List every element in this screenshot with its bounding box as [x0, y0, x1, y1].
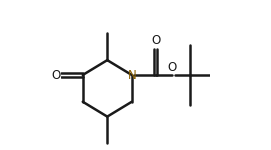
Text: O: O: [167, 60, 176, 74]
Text: N: N: [127, 69, 136, 81]
Text: O: O: [151, 34, 160, 47]
Text: O: O: [51, 69, 60, 81]
